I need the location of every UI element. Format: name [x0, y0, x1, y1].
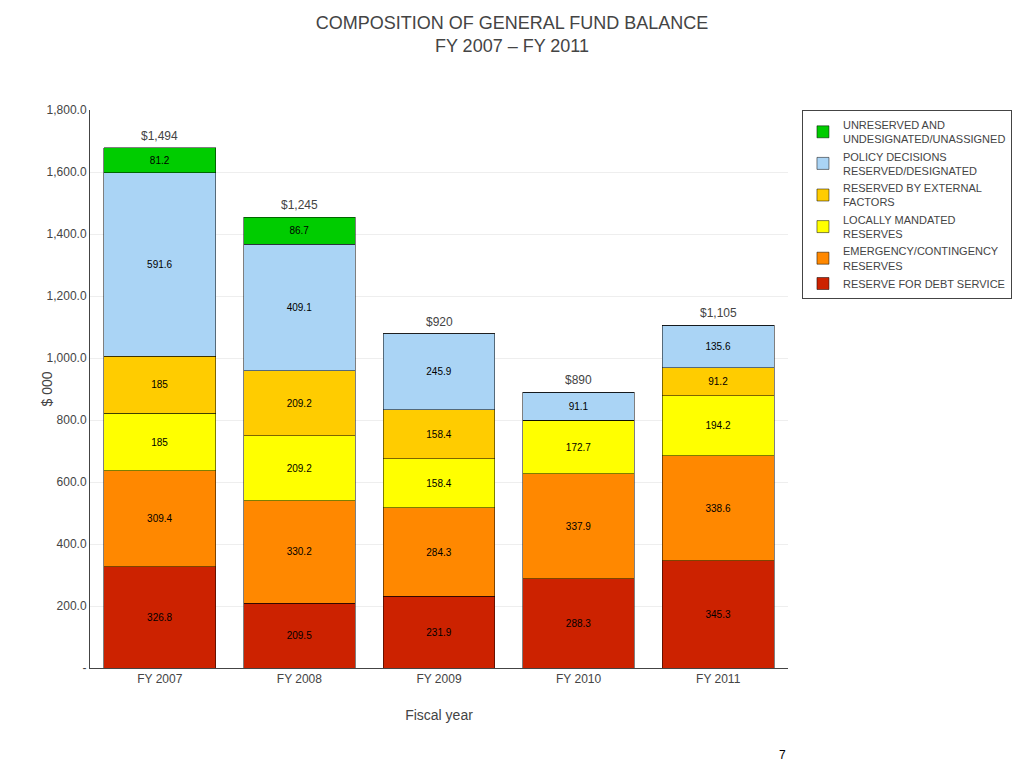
- svg-text:7: 7: [779, 748, 786, 762]
- svg-text:400.0: 400.0: [57, 537, 87, 551]
- svg-text:409.1: 409.1: [287, 302, 312, 313]
- svg-text:FY 2009: FY 2009: [416, 672, 461, 686]
- svg-text:337.9: 337.9: [566, 521, 591, 532]
- svg-text:POLICY DECISIONSRESERVED/DESIG: POLICY DECISIONSRESERVED/DESIGNATED: [843, 151, 977, 177]
- svg-text:RESERVE FOR DEBT SERVICE: RESERVE FOR DEBT SERVICE: [843, 278, 1005, 290]
- svg-text:288.3: 288.3: [566, 618, 591, 629]
- svg-text:158.4: 158.4: [426, 429, 451, 440]
- svg-text:600.0: 600.0: [57, 475, 87, 489]
- svg-text:81.2: 81.2: [150, 155, 170, 166]
- svg-text:1,800.0: 1,800.0: [47, 103, 87, 117]
- svg-text:$1,245: $1,245: [281, 198, 318, 212]
- svg-text:209.2: 209.2: [287, 463, 312, 474]
- svg-text:231.9: 231.9: [426, 627, 451, 638]
- svg-text:UNRESERVED ANDUNDESIGNATED/UNA: UNRESERVED ANDUNDESIGNATED/UNASSIGNED: [843, 119, 1005, 145]
- svg-text:LOCALLY MANDATEDRESERVES: LOCALLY MANDATEDRESERVES: [843, 214, 956, 240]
- svg-text:209.5: 209.5: [287, 630, 312, 641]
- svg-text:FY 2008: FY 2008: [277, 672, 322, 686]
- svg-text:158.4: 158.4: [426, 478, 451, 489]
- svg-text:FY 2007: FY 2007: [137, 672, 182, 686]
- svg-text:Fiscal year: Fiscal year: [405, 707, 473, 723]
- svg-text:$ 000: $ 000: [39, 371, 55, 406]
- svg-text:91.2: 91.2: [708, 376, 728, 387]
- svg-text:-: -: [83, 661, 87, 675]
- svg-text:172.7: 172.7: [566, 442, 591, 453]
- svg-text:326.8: 326.8: [147, 612, 172, 623]
- svg-text:$890: $890: [565, 373, 592, 387]
- svg-text:200.0: 200.0: [57, 599, 87, 613]
- svg-text:91.1: 91.1: [569, 401, 589, 412]
- svg-text:309.4: 309.4: [147, 513, 172, 524]
- svg-text:591.6: 591.6: [147, 259, 172, 270]
- svg-text:345.3: 345.3: [705, 609, 730, 620]
- svg-text:194.2: 194.2: [705, 420, 730, 431]
- svg-text:$1,105: $1,105: [700, 306, 737, 320]
- svg-text:185: 185: [151, 379, 168, 390]
- svg-text:$1,494: $1,494: [141, 129, 178, 143]
- svg-text:330.2: 330.2: [287, 546, 312, 557]
- svg-text:FY 2010: FY 2010: [556, 672, 601, 686]
- svg-text:1,000.0: 1,000.0: [47, 351, 87, 365]
- svg-text:185: 185: [151, 437, 168, 448]
- svg-text:FY 2011: FY 2011: [696, 672, 741, 686]
- svg-text:COMPOSITION OF GENERAL FUND BA: COMPOSITION OF GENERAL FUND BALANCEFY 20…: [316, 13, 708, 56]
- svg-text:1,400.0: 1,400.0: [47, 227, 87, 241]
- svg-text:RESERVED BY EXTERNALFACTORS: RESERVED BY EXTERNALFACTORS: [843, 182, 982, 208]
- svg-text:284.3: 284.3: [426, 547, 451, 558]
- svg-text:1,600.0: 1,600.0: [47, 165, 87, 179]
- svg-text:86.7: 86.7: [289, 225, 309, 236]
- svg-text:245.9: 245.9: [426, 366, 451, 377]
- svg-text:135.6: 135.6: [705, 341, 730, 352]
- svg-text:1,200.0: 1,200.0: [47, 289, 87, 303]
- svg-text:EMERGENCY/CONTINGENCYRESERVES: EMERGENCY/CONTINGENCYRESERVES: [843, 245, 999, 271]
- svg-text:209.2: 209.2: [287, 398, 312, 409]
- svg-text:338.6: 338.6: [705, 503, 730, 514]
- svg-text:800.0: 800.0: [57, 413, 87, 427]
- svg-text:$920: $920: [426, 315, 453, 329]
